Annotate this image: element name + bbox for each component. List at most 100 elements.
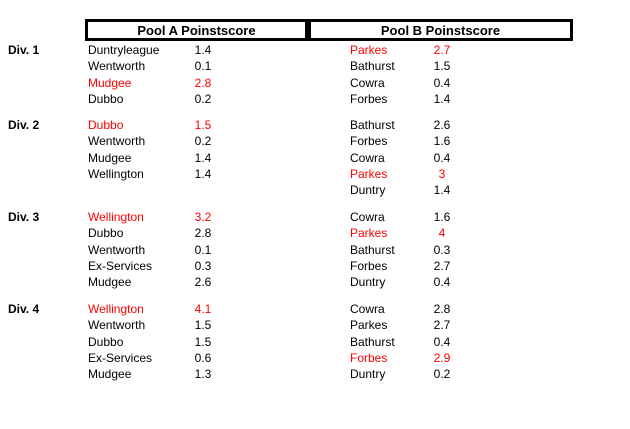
team-row: Parkes 4 — [350, 226, 461, 242]
team-score: 2.8 — [433, 302, 451, 316]
team-row: Ex-Services 0.6 — [88, 351, 216, 367]
pool-a-list: Wellington 3.2 Dubbo 2.8 Wentworth 0.1 E… — [88, 210, 216, 291]
team-name: Duntry — [350, 183, 386, 197]
team-score: 1.4 — [433, 91, 451, 106]
team-row: Parkes 2.7 — [350, 43, 461, 59]
team-name: Bathurst — [350, 334, 395, 349]
team-name: Dubbo — [88, 118, 124, 132]
team-row: Wentworth 1.5 — [88, 318, 216, 334]
team-name: Cowra — [350, 302, 385, 316]
team-score: 0.4 — [433, 334, 451, 349]
team-score: 0.4 — [433, 75, 451, 90]
team-row: Duntry 0.2 — [350, 367, 461, 383]
team-row: Cowra 2.8 — [350, 302, 461, 318]
team-row: Forbes 2.7 — [350, 259, 461, 275]
division-label: Div. 1 — [8, 43, 40, 57]
team-row: Wentworth 0.1 — [88, 243, 216, 259]
team-score: 4.1 — [194, 302, 212, 316]
team-score: 3.2 — [194, 210, 212, 224]
team-name: Duntry — [350, 367, 386, 381]
team-name: Dubbo — [88, 226, 124, 241]
team-name: Dubbo — [88, 334, 124, 349]
team-score: 2.6 — [433, 118, 451, 132]
team-name: Ex-Services — [88, 258, 153, 273]
team-name: Forbes — [350, 91, 388, 106]
team-row: Wellington 1.4 — [88, 167, 216, 183]
team-row: Wentworth 0.1 — [88, 59, 216, 75]
team-name: Cowra — [350, 75, 385, 90]
team-score: 1.4 — [194, 43, 212, 57]
team-score: 1.3 — [194, 367, 212, 381]
team-score: 0.1 — [194, 59, 212, 74]
team-name: Parkes — [350, 318, 388, 333]
team-score: 0.3 — [433, 242, 451, 257]
team-score: 1.6 — [433, 210, 451, 224]
team-score: 2.7 — [433, 43, 451, 57]
team-row: Cowra 0.4 — [350, 151, 461, 167]
team-score: 0.2 — [194, 134, 212, 149]
team-name: Forbes — [350, 350, 388, 365]
team-score: 2.7 — [433, 258, 451, 273]
pool-b-list: Cowra 2.8 Parkes 2.7 Bathurst 0.4 Forbes… — [350, 302, 461, 383]
team-row: Mudgee 1.4 — [88, 151, 216, 167]
team-score: 0.1 — [194, 242, 212, 257]
team-row: Forbes 2.9 — [350, 351, 461, 367]
team-row: Cowra 1.6 — [350, 210, 461, 226]
team-row: Wellington 3.2 — [88, 210, 216, 226]
team-score: 0.4 — [433, 275, 451, 289]
team-name: Wentworth — [88, 318, 146, 333]
team-score: 1.4 — [194, 166, 212, 181]
team-row: Dubbo 0.2 — [88, 92, 216, 108]
team-name: Mudgee — [88, 275, 132, 289]
team-score: 0.4 — [433, 150, 451, 165]
team-row: Mudgee 2.8 — [88, 76, 216, 92]
pool-b-list: Parkes 2.7 Bathurst 1.5 Cowra 0.4 Forbes… — [350, 43, 461, 108]
pool-a-header: Pool A Poinstscore — [85, 19, 308, 41]
team-score: 2.7 — [433, 318, 451, 333]
team-name: Forbes — [350, 258, 388, 273]
team-name: Bathurst — [350, 59, 395, 74]
team-row: Dubbo 1.5 — [88, 118, 216, 134]
pool-a-list: Wellington 4.1 Wentworth 1.5 Dubbo 1.5 E… — [88, 302, 216, 383]
team-score: 2.6 — [194, 275, 212, 289]
team-name: Parkes — [350, 166, 388, 181]
team-row: Cowra 0.4 — [350, 76, 461, 92]
team-name: Cowra — [350, 150, 385, 165]
team-row: Ex-Services 0.3 — [88, 259, 216, 275]
team-row: Bathurst 1.5 — [350, 59, 461, 75]
division-label: Div. 2 — [8, 118, 40, 132]
team-row: Wentworth 0.2 — [88, 134, 216, 150]
team-name: Mudgee — [88, 150, 132, 165]
team-row: Bathurst 2.6 — [350, 118, 461, 134]
team-name: Mudgee — [88, 367, 132, 381]
team-name: Ex-Services — [88, 350, 153, 365]
team-name: Forbes — [350, 134, 388, 149]
pool-b-list: Bathurst 2.6 Forbes 1.6 Cowra 0.4 Parkes… — [350, 118, 461, 199]
team-name: Bathurst — [350, 118, 395, 132]
team-row: Duntry 1.4 — [350, 183, 461, 199]
pool-a-list: Dubbo 1.5 Wentworth 0.2 Mudgee 1.4 Welli… — [88, 118, 216, 183]
team-row: Duntryleague 1.4 — [88, 43, 216, 59]
team-score: 2.9 — [433, 350, 451, 365]
team-row: Dubbo 2.8 — [88, 226, 216, 242]
team-name: Wentworth — [88, 242, 146, 257]
team-name: Duntry — [350, 275, 386, 289]
team-score: 2.8 — [194, 75, 212, 90]
pool-b-header: Pool B Poinstscore — [308, 19, 573, 41]
team-row: Bathurst 0.4 — [350, 335, 461, 351]
team-name: Bathurst — [350, 242, 395, 257]
division-label: Div. 4 — [8, 302, 40, 316]
team-score: 0.6 — [194, 350, 212, 365]
team-row: Bathurst 0.3 — [350, 243, 461, 259]
team-score: 0.3 — [194, 258, 212, 273]
team-score: 1.4 — [194, 150, 212, 165]
team-name: Wellington — [88, 166, 144, 181]
pool-a-list: Duntryleague 1.4 Wentworth 0.1 Mudgee 2.… — [88, 43, 216, 108]
team-name: Parkes — [350, 43, 388, 57]
team-row: Duntry 0.4 — [350, 275, 461, 291]
division-label: Div. 3 — [8, 210, 40, 224]
team-name: Parkes — [350, 226, 388, 241]
team-name: Wentworth — [88, 134, 146, 149]
team-name: Mudgee — [88, 75, 132, 90]
